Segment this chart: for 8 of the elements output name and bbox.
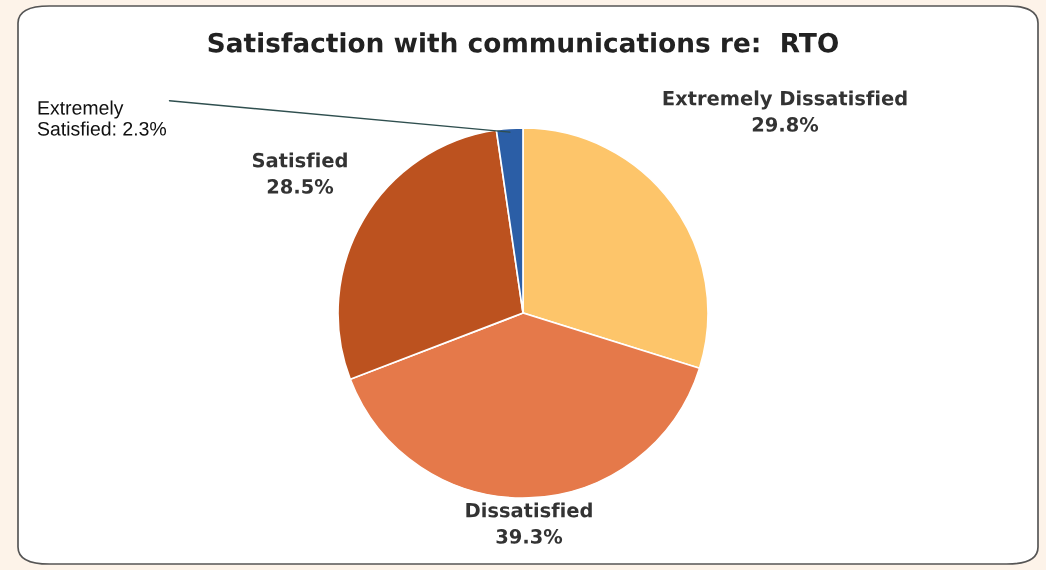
chart-title: Satisfaction with communications re: RTO [208,32,838,53]
data-label: 29.8% [752,117,819,132]
slice-label: Satisfied [252,152,347,168]
slice-label: Dissatisfied [466,502,592,518]
data-label: 39.3% [496,529,563,544]
slice-label: Extremely Satisfied: 2.3% [37,100,167,136]
data-label: 28.5% [267,179,334,194]
slice-label: Extremely Dissatisfied [663,90,907,110]
